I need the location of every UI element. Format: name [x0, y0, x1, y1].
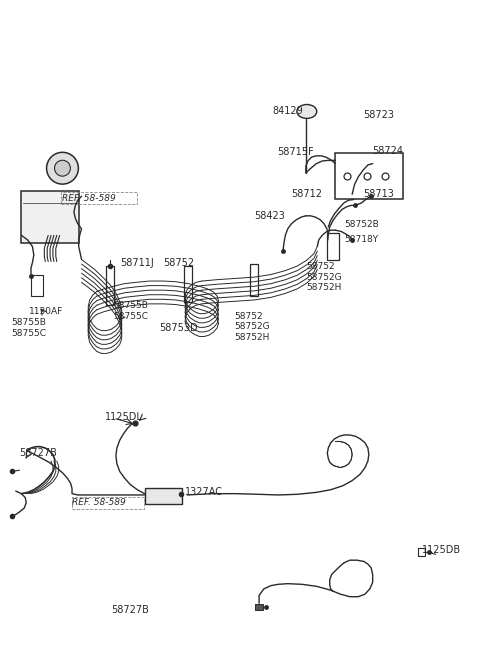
- Bar: [61, 192, 137, 203]
- Text: 58752B: 58752B: [344, 220, 379, 230]
- Text: 58727B: 58727B: [20, 448, 58, 459]
- Bar: [419, 548, 425, 556]
- Bar: [22, 191, 79, 243]
- Text: 1125DB: 1125DB: [422, 544, 461, 555]
- Circle shape: [55, 160, 71, 176]
- Text: 84129: 84129: [273, 106, 303, 117]
- Text: 58727B: 58727B: [111, 605, 149, 615]
- Bar: [336, 154, 403, 199]
- Text: 58724: 58724: [372, 146, 404, 155]
- Text: 58752: 58752: [164, 258, 195, 268]
- Bar: [31, 274, 43, 297]
- Text: REF. 58-589: REF. 58-589: [62, 194, 116, 203]
- Text: 58753D: 58753D: [159, 323, 197, 333]
- Bar: [106, 266, 114, 306]
- Bar: [255, 604, 263, 610]
- Bar: [184, 266, 192, 302]
- Bar: [72, 497, 144, 509]
- Circle shape: [47, 152, 78, 184]
- Text: 58423: 58423: [254, 211, 285, 221]
- Text: 58718Y: 58718Y: [344, 235, 378, 244]
- Text: 58712: 58712: [291, 190, 323, 199]
- Bar: [327, 233, 339, 260]
- Text: 58755B
58755C: 58755B 58755C: [11, 318, 46, 338]
- Text: 58755B
58755C: 58755B 58755C: [114, 301, 148, 321]
- Text: 1130AF: 1130AF: [29, 307, 63, 316]
- Text: 58711J: 58711J: [120, 258, 154, 268]
- Text: REF. 58-589: REF. 58-589: [72, 499, 126, 507]
- Text: 58723: 58723: [363, 110, 394, 121]
- Text: 1327AC: 1327AC: [185, 487, 223, 497]
- Text: 1125DL: 1125DL: [106, 412, 144, 422]
- Text: 58752
58752G
58752H: 58752 58752G 58752H: [306, 262, 341, 292]
- Text: 58752
58752G
58752H: 58752 58752G 58752H: [234, 312, 270, 342]
- Text: 58715F: 58715F: [277, 147, 314, 157]
- Bar: [251, 264, 258, 296]
- Bar: [144, 488, 182, 504]
- Ellipse shape: [297, 104, 317, 119]
- Text: 58713: 58713: [363, 190, 394, 199]
